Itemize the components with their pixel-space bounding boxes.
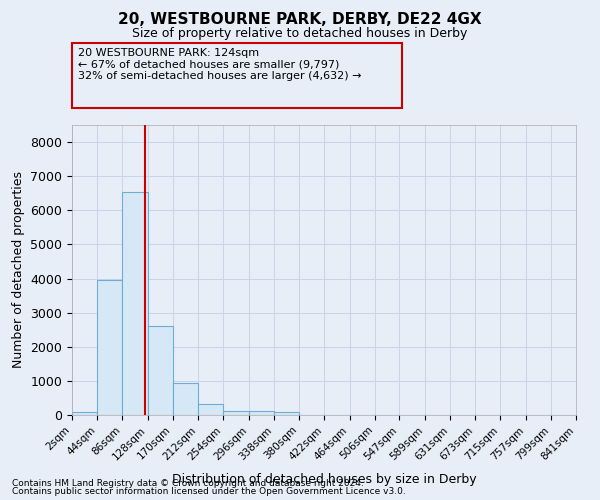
X-axis label: Distribution of detached houses by size in Derby: Distribution of detached houses by size …	[172, 472, 476, 486]
Y-axis label: Number of detached properties: Number of detached properties	[12, 172, 25, 368]
Text: Size of property relative to detached houses in Derby: Size of property relative to detached ho…	[133, 28, 467, 40]
Text: Contains HM Land Registry data © Crown copyright and database right 2024.: Contains HM Land Registry data © Crown c…	[12, 478, 364, 488]
Text: Contains public sector information licensed under the Open Government Licence v3: Contains public sector information licen…	[12, 487, 406, 496]
Bar	[274, 412, 299, 415]
Bar	[223, 410, 248, 415]
Bar	[148, 326, 173, 415]
Bar	[173, 382, 198, 415]
Bar	[72, 412, 97, 415]
Bar	[122, 192, 148, 415]
Bar	[198, 404, 223, 415]
Bar	[248, 411, 274, 415]
Text: 20, WESTBOURNE PARK, DERBY, DE22 4GX: 20, WESTBOURNE PARK, DERBY, DE22 4GX	[118, 12, 482, 28]
Bar	[97, 280, 122, 415]
Text: 20 WESTBOURNE PARK: 124sqm
← 67% of detached houses are smaller (9,797)
32% of s: 20 WESTBOURNE PARK: 124sqm ← 67% of deta…	[78, 48, 361, 80]
